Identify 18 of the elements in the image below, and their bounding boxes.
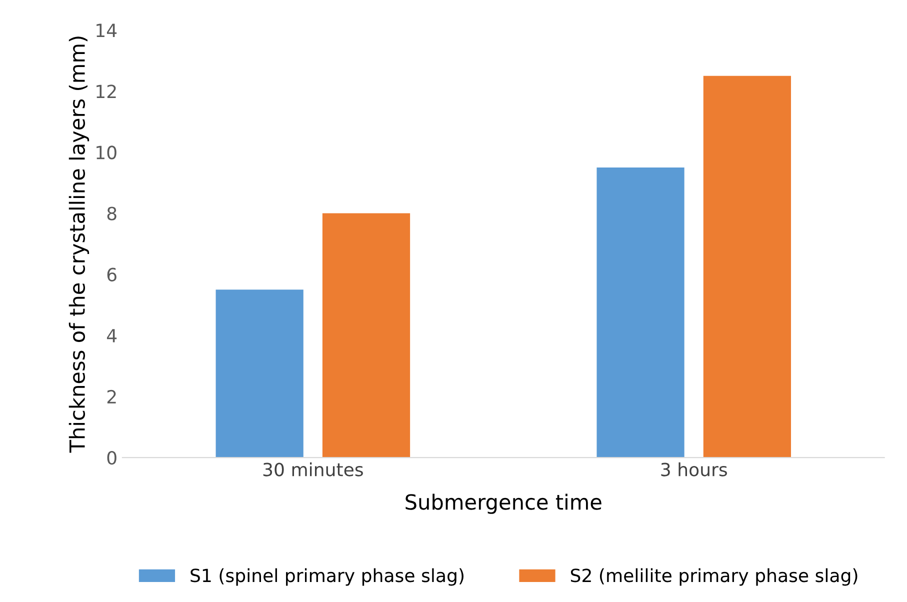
y-tick-label: 2 [107, 390, 116, 404]
bar [703, 76, 791, 458]
y-tick-label: 12 [96, 84, 116, 98]
y-tick-label: 14 [96, 24, 117, 37]
x-axis-title: Submergence time [406, 494, 602, 514]
y-tick-label: 0 [107, 450, 116, 465]
y-tick-label: 10 [96, 146, 116, 160]
legend-label: S2 (melilite primary phase slag) [570, 568, 858, 586]
bar [216, 290, 304, 458]
y-axis-title: Thickness of the crystalline layers (mm) [68, 36, 90, 453]
y-tick-label: 8 [107, 206, 116, 220]
bar [322, 213, 410, 458]
legend-label: S1 (spinel primary phase slag) [190, 568, 464, 586]
y-tick-label: 4 [106, 329, 117, 342]
y-tick-label: 6 [107, 268, 116, 282]
x-tick-label: 30 minutes [263, 462, 363, 476]
x-tick-label: 3 hours [661, 462, 727, 476]
bar [596, 167, 684, 458]
